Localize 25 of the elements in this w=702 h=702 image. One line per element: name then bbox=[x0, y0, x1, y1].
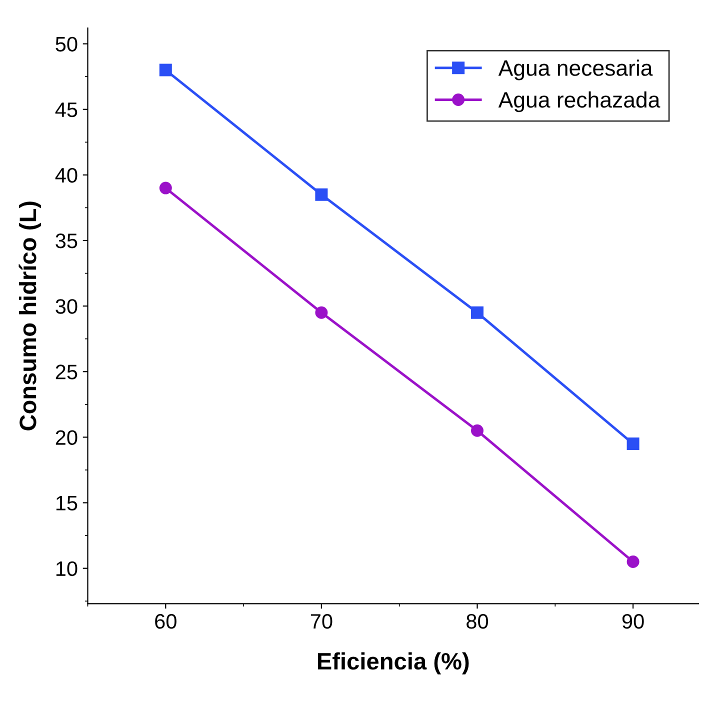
point bbox=[159, 64, 172, 76]
y-tick-label: 50 bbox=[56, 36, 78, 52]
point bbox=[471, 306, 484, 319]
legend-label: Agua necesaria bbox=[498, 60, 653, 80]
x-tick-label: 90 bbox=[622, 614, 644, 629]
x-axis-title: Eficiencia (%) bbox=[318, 652, 469, 674]
y-tick-label: 40 bbox=[55, 168, 78, 183]
point bbox=[471, 424, 484, 437]
y-tick-label: 25 bbox=[56, 364, 78, 380]
y-axis-title: Consumo hidríco (L) bbox=[18, 202, 41, 430]
x-tick-label: 80 bbox=[466, 614, 488, 629]
point bbox=[315, 306, 328, 319]
point bbox=[159, 182, 172, 194]
legend-label: Agua rechazada bbox=[498, 91, 660, 112]
point bbox=[315, 188, 328, 201]
y-tick-label: 35 bbox=[56, 234, 78, 248]
point bbox=[626, 556, 640, 568]
y-tick-label: 45 bbox=[55, 102, 78, 118]
point bbox=[626, 437, 640, 450]
y-tick-label: 20 bbox=[56, 430, 78, 445]
y-tick-label: 15 bbox=[56, 496, 78, 511]
y-tick-label: 30 bbox=[56, 299, 78, 314]
x-tick-label: 60 bbox=[155, 614, 176, 629]
y-tick-label: 10 bbox=[56, 561, 78, 576]
x-tick-label: 70 bbox=[310, 614, 332, 629]
